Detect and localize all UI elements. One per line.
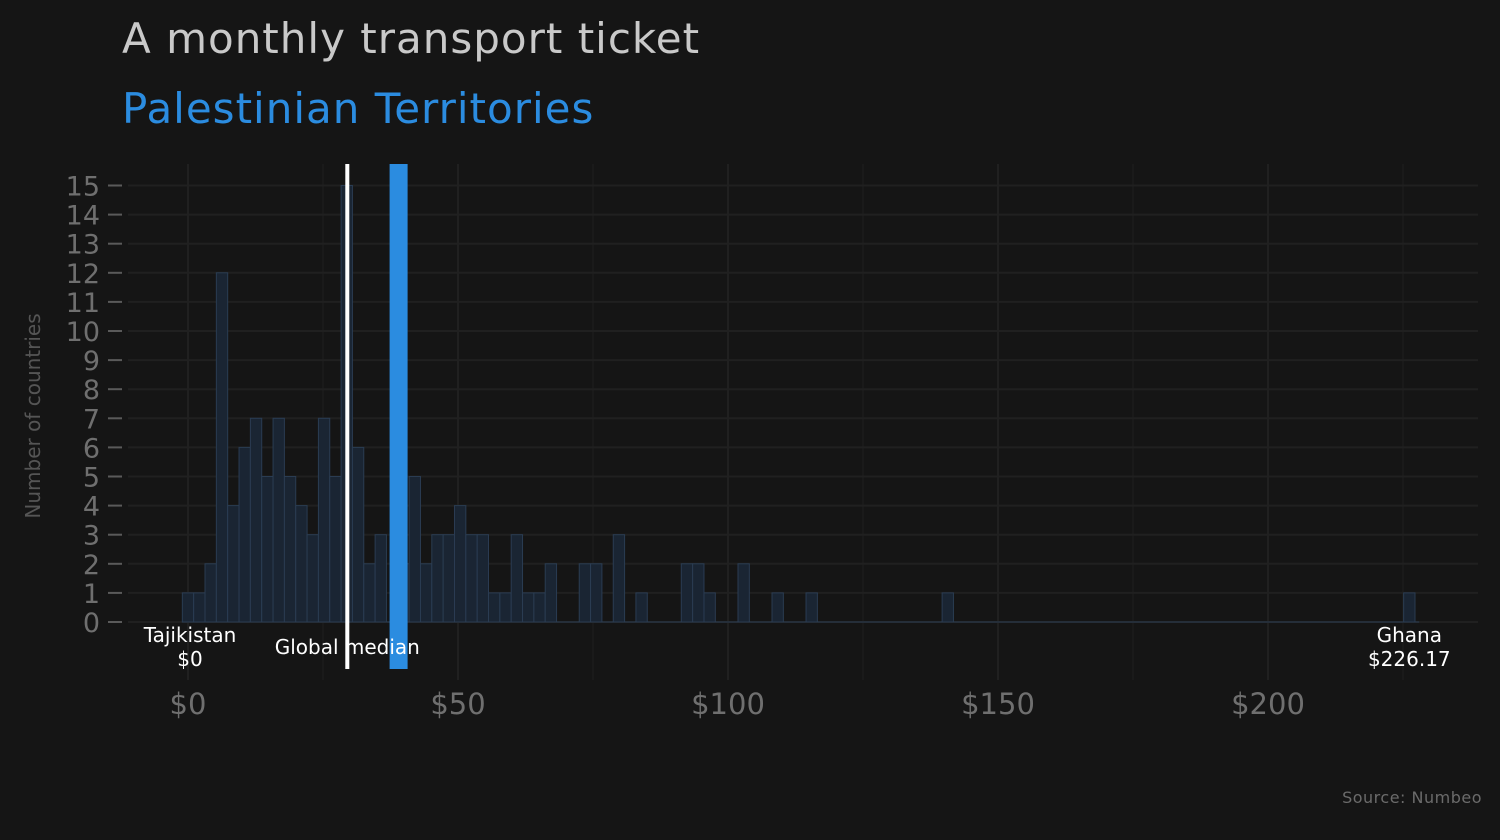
histogram-bar: [488, 592, 501, 623]
y-tick-label: 15: [66, 172, 100, 203]
y-tick-label: 2: [83, 550, 100, 581]
source-caption: Source: Numbeo: [1342, 788, 1482, 807]
y-tick-label: 7: [83, 404, 100, 435]
histogram-bar: [692, 563, 705, 623]
y-tick-label: 0: [83, 608, 100, 639]
histogram-bar: [215, 272, 229, 623]
histogram-bar: [249, 417, 263, 623]
histogram-bar: [703, 592, 716, 623]
y-tick-label: 8: [83, 375, 100, 406]
chart-subtitle: Palestinian Territories: [122, 84, 595, 133]
y-axis-label: Number of countries: [21, 313, 45, 518]
histogram-bar: [261, 476, 274, 623]
histogram-bar: [533, 592, 546, 623]
histogram-bar: [771, 592, 784, 623]
y-tick-label: 14: [66, 201, 100, 232]
x-tick-label: $200: [1231, 687, 1305, 721]
y-tick-label: 11: [66, 288, 100, 319]
histogram-bar: [453, 505, 467, 623]
y-tick-label: 4: [83, 492, 100, 523]
histogram-bar: [295, 505, 308, 623]
histogram-bar: [317, 417, 331, 623]
histogram-bar: [431, 534, 444, 623]
annotation-ghana-value: $226.17: [1368, 647, 1451, 671]
histogram-bar: [1403, 592, 1416, 623]
histogram-bar: [329, 476, 342, 623]
histogram-bar: [408, 476, 421, 623]
histogram-bar: [522, 592, 535, 623]
histogram-bar: [544, 563, 558, 623]
x-tick-label: $0: [170, 687, 207, 721]
histogram-bar: [737, 563, 750, 623]
x-tick-label: $100: [691, 687, 765, 721]
x-tick-label: $150: [961, 687, 1035, 721]
histogram-bar: [272, 417, 285, 623]
histogram-bar: [680, 563, 694, 623]
histogram-bar: [283, 476, 297, 623]
histogram-bar: [227, 505, 240, 623]
annotation-tajikistan-name: Tajikistan: [143, 623, 237, 647]
y-tick-label: 6: [83, 433, 100, 464]
y-tick-label: 1: [83, 579, 100, 610]
histogram-bar: [612, 534, 626, 623]
chart-title: A monthly transport ticket: [122, 14, 701, 63]
highlight-line-palestinian-territories: [389, 164, 408, 669]
x-tick-label: $50: [430, 687, 485, 721]
histogram-bar: [351, 446, 365, 623]
annotation-ghana-name: Ghana: [1377, 623, 1442, 647]
histogram-bar: [578, 563, 592, 623]
histogram-bar: [306, 534, 319, 623]
y-tick-label: 9: [83, 346, 100, 377]
histogram-bar: [363, 563, 376, 623]
histogram-bar: [465, 534, 478, 623]
global-median-line: [345, 164, 350, 669]
histogram-bar: [181, 592, 195, 623]
y-tick-label: 5: [83, 463, 100, 494]
histogram-bar: [590, 563, 603, 623]
histogram-bar: [510, 534, 524, 623]
histogram-bars: [181, 185, 1420, 623]
histogram-bar: [499, 592, 512, 623]
histogram-bar: [476, 534, 490, 623]
y-tick-label: 10: [66, 317, 100, 348]
histogram-bar: [941, 592, 954, 623]
y-tick-label: 12: [66, 259, 100, 290]
histogram-bar: [635, 592, 648, 623]
y-tick-label: 3: [83, 521, 100, 552]
histogram-bar: [374, 534, 387, 623]
histogram-bar: [193, 592, 206, 623]
histogram-bar: [805, 592, 818, 623]
histogram-bar: [442, 534, 455, 623]
y-tick-label: 13: [66, 230, 100, 261]
histogram-bar: [419, 563, 433, 623]
histogram-bar: [204, 563, 217, 623]
histogram-bar: [238, 446, 251, 623]
x-axis-ticks: $0 $50 $100 $150 $200: [170, 687, 1305, 721]
annotation-tajikistan-value: $0: [177, 647, 202, 671]
